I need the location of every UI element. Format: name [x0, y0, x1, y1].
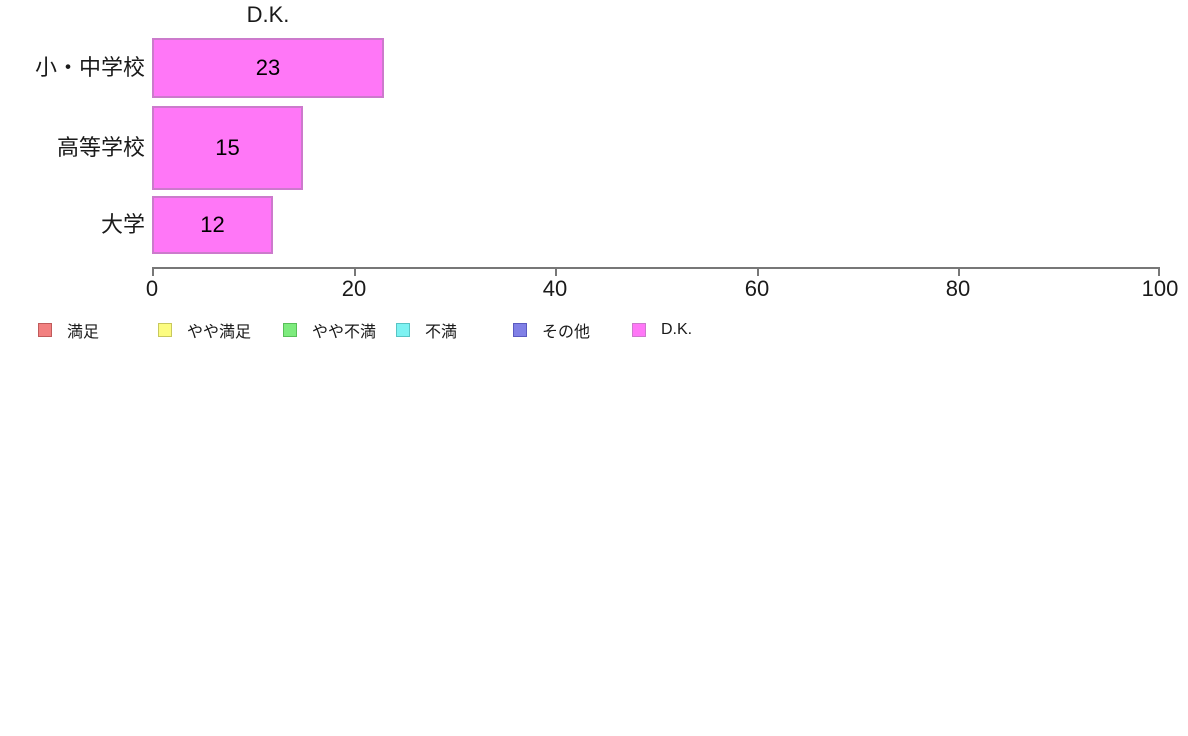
- x-axis-tick-label: 40: [542, 276, 568, 301]
- x-axis-tick: [555, 267, 557, 276]
- legend-item: やや満足: [158, 321, 252, 341]
- legend-label: D.K.: [661, 321, 693, 338]
- legend-label: やや不満: [312, 324, 377, 341]
- legend-label: やや満足: [187, 324, 252, 341]
- x-axis-tick: [1158, 267, 1160, 276]
- x-axis-tick: [354, 267, 356, 276]
- category-label: 高等学校: [56, 135, 145, 160]
- legend-label: 不満: [425, 324, 458, 341]
- category-label: 大学: [100, 212, 145, 237]
- legend-swatch: [283, 323, 297, 337]
- chart-title: D.K.: [246, 2, 290, 27]
- x-axis-tick-label: 100: [1141, 276, 1179, 301]
- bar-value-label: 15: [215, 135, 240, 160]
- bar-value-label: 23: [255, 55, 281, 80]
- legend-swatch: [396, 323, 410, 337]
- category-label: 小・中学校: [34, 55, 145, 80]
- legend: 満足 やや満足 やや不満 不満 その他 D.K.: [0, 321, 1188, 341]
- x-axis-tick-label: 60: [744, 276, 770, 301]
- legend-swatch: [513, 323, 527, 337]
- bar: 23: [152, 38, 384, 98]
- bar: 12: [152, 196, 273, 254]
- plot-area: 23 15 12 0 20 40 60 80 100: [146, 30, 1178, 301]
- x-axis-tick: [152, 267, 154, 276]
- legend-label: その他: [542, 324, 591, 341]
- legend-item: やや不満: [283, 321, 377, 341]
- bar-value-label: 12: [200, 212, 225, 237]
- x-axis-tick-label: 80: [945, 276, 971, 301]
- x-axis-tick: [958, 267, 960, 276]
- legend-item: D.K.: [632, 321, 692, 339]
- legend-item: 満足: [38, 321, 100, 341]
- x-axis-tick-label: 20: [341, 276, 367, 301]
- legend-label: 満足: [67, 324, 100, 341]
- legend-swatch: [38, 323, 52, 337]
- bar: 15: [152, 106, 303, 190]
- x-axis-tick-label: 0: [145, 276, 159, 301]
- x-axis-tick: [757, 267, 759, 276]
- legend-swatch: [158, 323, 172, 337]
- legend-item: 不満: [396, 321, 458, 341]
- legend-swatch: [632, 323, 646, 337]
- x-axis-line: [152, 267, 1160, 269]
- legend-item: その他: [513, 321, 591, 341]
